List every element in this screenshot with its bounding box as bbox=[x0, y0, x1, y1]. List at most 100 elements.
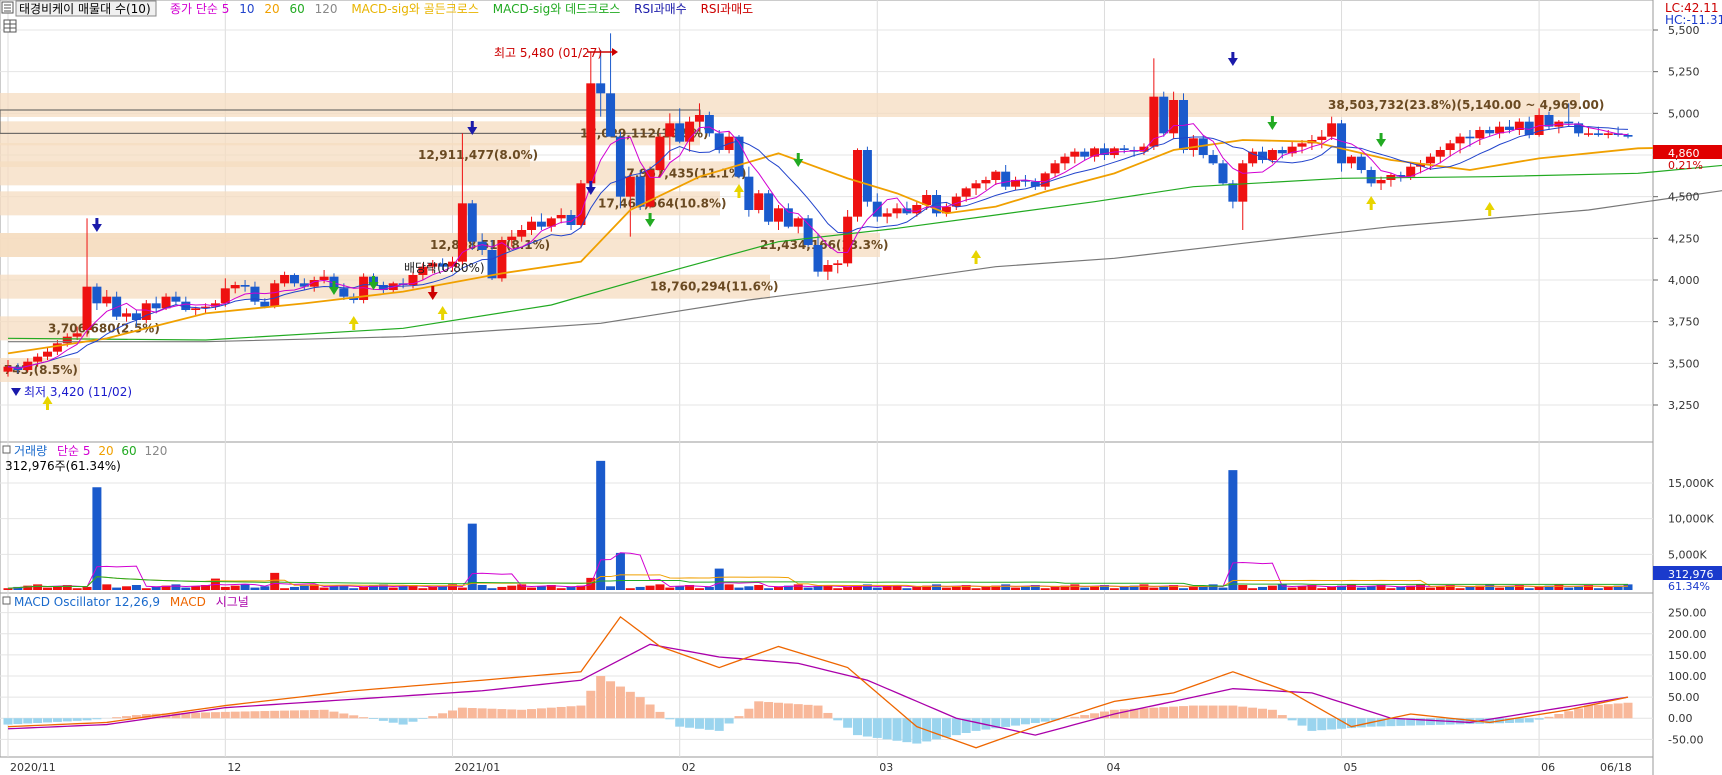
candle-body bbox=[102, 296, 112, 304]
candle-body bbox=[1011, 180, 1021, 187]
candle-body bbox=[1297, 143, 1307, 147]
oscillator-bar bbox=[576, 705, 586, 719]
candle-body bbox=[576, 183, 586, 225]
date-tick-label: 05 bbox=[1344, 761, 1358, 774]
volume-bar bbox=[1258, 586, 1268, 590]
oscillator-bar bbox=[477, 708, 487, 719]
golden-cross-arrow bbox=[733, 184, 744, 192]
rsi-overbought-arrow bbox=[1227, 58, 1238, 66]
rsi-overbought-arrow bbox=[467, 127, 478, 135]
volume-bar bbox=[1139, 584, 1149, 590]
volume-bar bbox=[675, 586, 685, 590]
candle-body bbox=[1080, 151, 1090, 157]
oscillator-bar bbox=[971, 718, 981, 731]
candle-body bbox=[299, 283, 309, 287]
volume-bar bbox=[448, 584, 458, 590]
candle-body bbox=[1366, 170, 1376, 184]
volume-bar bbox=[1119, 586, 1129, 590]
volume-tick-label: 5,000K bbox=[1668, 548, 1707, 561]
oscillator-bar bbox=[309, 709, 319, 719]
candle-body bbox=[1238, 163, 1248, 202]
candle-body bbox=[606, 93, 616, 137]
oscillator-bar bbox=[606, 681, 616, 719]
oscillator-bar bbox=[428, 716, 438, 719]
oscillator-bar bbox=[1297, 718, 1307, 726]
price-panel[interactable] bbox=[0, 0, 1654, 443]
volume-bar bbox=[1366, 586, 1376, 590]
chart-title: 태경비케이 매물대 수(10) bbox=[19, 2, 151, 16]
candle-body bbox=[1495, 126, 1505, 134]
title-box[interactable] bbox=[15, 0, 157, 17]
volume-bar bbox=[1070, 584, 1080, 590]
oscillator-bar bbox=[181, 712, 191, 719]
macd-panel[interactable] bbox=[0, 592, 1654, 758]
current-price: 4,860 bbox=[1668, 147, 1700, 160]
candle-body bbox=[1435, 150, 1445, 157]
candle-body bbox=[744, 176, 754, 210]
price-tick-label: 3,500 bbox=[1668, 357, 1700, 370]
volume-bar bbox=[1435, 586, 1445, 590]
oscillator-bar bbox=[62, 718, 72, 722]
oscillator-bar bbox=[1435, 718, 1445, 725]
volume-bar bbox=[1337, 585, 1347, 590]
candle-body bbox=[833, 263, 843, 265]
oscillator-bar bbox=[280, 710, 290, 719]
date-tick-label: 12 bbox=[227, 761, 241, 774]
low-pointer bbox=[11, 388, 21, 396]
candle-body bbox=[1623, 135, 1633, 137]
candle-body bbox=[655, 136, 665, 170]
volume-bar bbox=[1218, 587, 1228, 590]
legend-ma60: 60 bbox=[289, 2, 304, 16]
oscillator-bar bbox=[1583, 705, 1593, 719]
candle-body bbox=[457, 203, 467, 262]
oscillator-bar bbox=[487, 708, 497, 719]
oscillator-bar bbox=[1277, 715, 1287, 719]
volume-bar bbox=[378, 584, 388, 590]
volume-bar bbox=[1406, 585, 1416, 590]
oscillator-bar bbox=[1356, 718, 1366, 728]
volume-bar bbox=[477, 585, 487, 590]
date-tick-label: 03 bbox=[879, 761, 893, 774]
volume-bar bbox=[507, 585, 517, 590]
volume-panel[interactable] bbox=[0, 441, 1654, 594]
oscillator-bar bbox=[141, 714, 151, 719]
candle-body bbox=[981, 180, 991, 184]
volume-bar bbox=[1623, 584, 1633, 590]
volume-bar bbox=[754, 585, 764, 590]
oscillator-bar bbox=[1317, 718, 1327, 731]
volume-bar bbox=[240, 584, 250, 590]
ma5-line bbox=[7, 123, 1629, 369]
candle-body bbox=[497, 240, 507, 279]
oscillator-bar bbox=[329, 711, 339, 719]
volume-bar bbox=[685, 585, 695, 590]
oscillator-bar bbox=[912, 718, 922, 744]
volume-profile-band bbox=[0, 233, 530, 257]
oscillator-bar bbox=[1544, 716, 1554, 719]
candle-body bbox=[250, 286, 260, 302]
volume-bar bbox=[23, 585, 33, 590]
volume-bar bbox=[1544, 585, 1554, 590]
volume-info: 312,976주(61.34%) bbox=[5, 459, 121, 473]
oscillator-bar bbox=[764, 702, 774, 719]
volume-bar bbox=[230, 585, 240, 590]
oscillator-bar bbox=[359, 717, 369, 719]
hc-value: HC:-11.31 bbox=[1665, 13, 1722, 27]
candle-body bbox=[1465, 136, 1475, 139]
oscillator-bar bbox=[1020, 718, 1030, 725]
candle-body bbox=[783, 208, 793, 227]
oscillator-bar bbox=[1327, 718, 1337, 730]
candle-body bbox=[438, 263, 448, 267]
macd-tick-label: -50.00 bbox=[1668, 733, 1703, 746]
macd-oscillator bbox=[3, 615, 1633, 749]
volume-bar bbox=[1040, 588, 1050, 590]
candle-body bbox=[615, 136, 625, 197]
volume-bar bbox=[694, 588, 704, 590]
volume-bar bbox=[1109, 588, 1119, 590]
candle-body bbox=[971, 183, 981, 189]
oscillator-bar bbox=[882, 718, 892, 740]
oscillator-bar bbox=[1178, 706, 1188, 719]
volume-bar bbox=[517, 584, 527, 590]
volume-bar bbox=[1574, 586, 1584, 590]
golden-cross-arrow bbox=[1484, 202, 1495, 210]
